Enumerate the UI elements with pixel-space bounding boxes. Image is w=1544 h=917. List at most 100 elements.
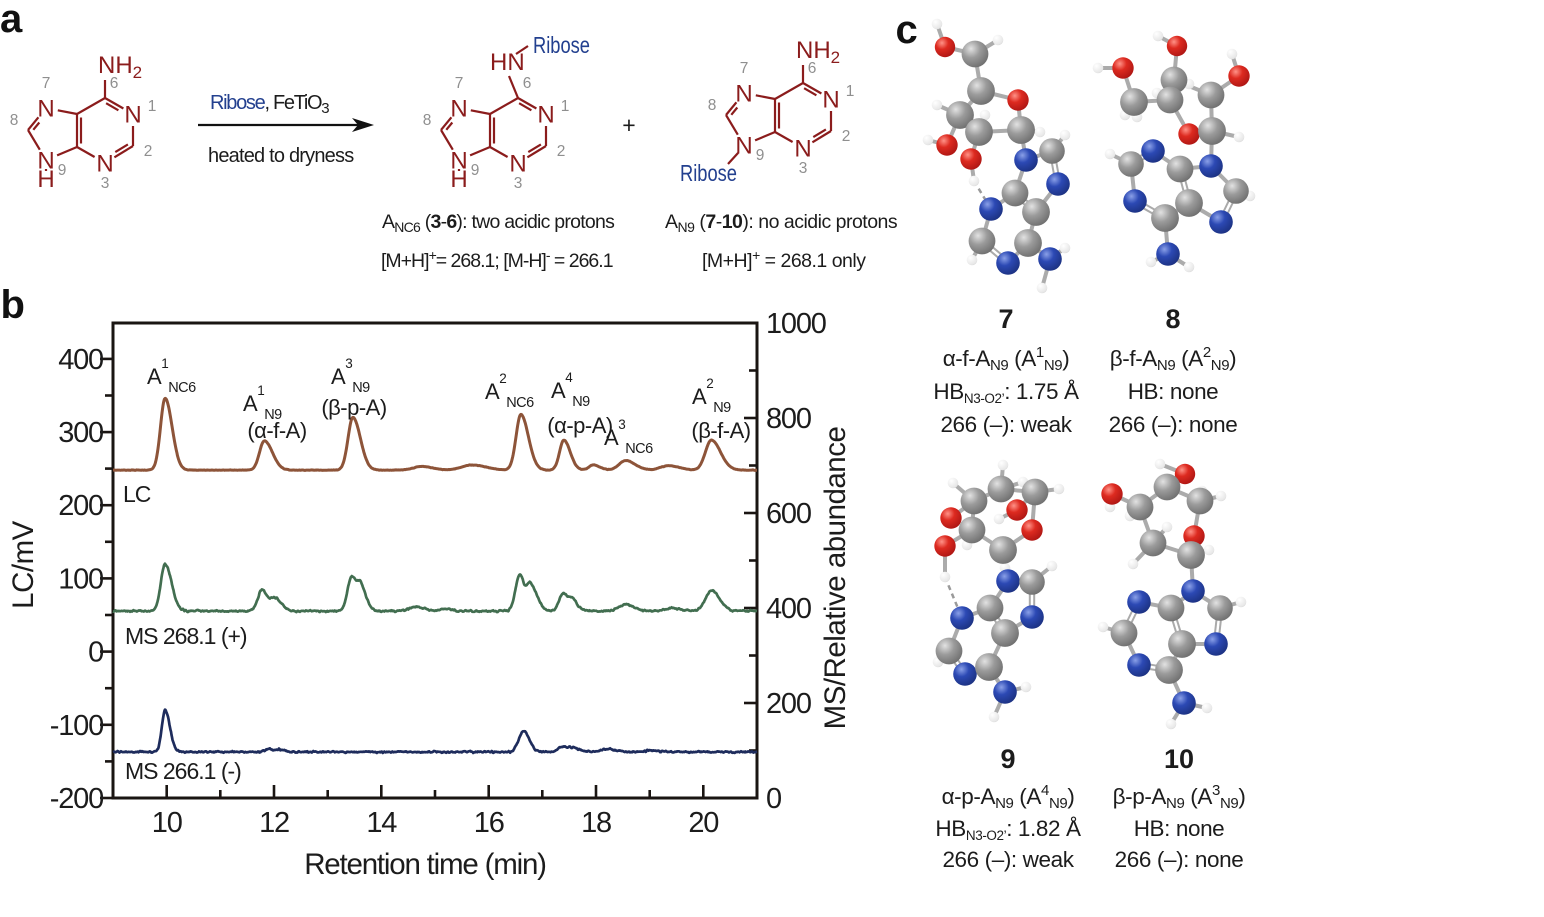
svg-text:c: c [896,8,918,52]
svg-text:-200: -200 [50,783,103,815]
svg-text:-100: -100 [50,710,103,742]
svg-text:HB: none: HB: none [1128,379,1219,404]
svg-text:N: N [37,148,54,175]
svg-text:16: 16 [474,807,504,839]
svg-text:1: 1 [148,98,157,115]
svg-text:N: N [735,81,752,108]
svg-text:a: a [0,0,23,41]
svg-text:NH2: NH2 [796,37,840,67]
svg-text:N: N [537,102,554,129]
svg-text:266 (–): none: 266 (–): none [1115,847,1244,872]
svg-text:Ribose, FeTiO3: Ribose, FeTiO3 [210,92,329,117]
svg-text:A1N9: A1N9 [243,383,282,423]
svg-text:6: 6 [110,75,119,92]
svg-text:9: 9 [58,162,67,179]
svg-text:(α-f-A): (α-f-A) [247,418,306,443]
svg-text:heated to dryness: heated to dryness [208,145,354,167]
svg-text:(β-p-A): (β-p-A) [321,395,386,420]
svg-text:6: 6 [808,60,817,77]
svg-text:266 (–): none: 266 (–): none [1109,412,1238,437]
svg-text:MS 266.1 (-): MS 266.1 (-) [125,758,241,784]
svg-text:266 (–): weak: 266 (–): weak [942,847,1074,872]
svg-text:N: N [96,151,113,178]
svg-text:7: 7 [998,304,1013,334]
svg-text:9: 9 [471,162,480,179]
svg-text:266 (–): weak: 266 (–): weak [940,412,1072,437]
svg-text:[M+H]+= 268.1; [M-H]- = 266.1: [M+H]+= 268.1; [M-H]- = 266.1 [381,247,613,272]
svg-text:14: 14 [366,807,397,839]
svg-text:200: 200 [766,688,811,720]
svg-text:2: 2 [144,143,153,160]
svg-text:N: N [450,96,467,123]
svg-text:600: 600 [766,498,811,530]
svg-text:8: 8 [423,112,432,129]
svg-text:ANC6 (3-6): two acidic protons: ANC6 (3-6): two acidic protons [382,211,615,235]
svg-text:N: N [124,102,141,129]
svg-text:10: 10 [152,807,182,839]
svg-text:LC/mV: LC/mV [7,520,40,608]
svg-text:300: 300 [58,417,103,449]
svg-text:3: 3 [101,175,110,192]
svg-text:α-p-AN9 (A4N9): α-p-AN9 (A4N9) [942,782,1075,812]
svg-text:0: 0 [766,783,781,815]
svg-text:9: 9 [1000,744,1015,774]
svg-text:HB: none: HB: none [1134,816,1225,841]
svg-text:100: 100 [58,563,103,595]
svg-text:N: N [509,151,526,178]
svg-text:12: 12 [259,807,289,839]
svg-text:Ribose: Ribose [533,32,590,58]
svg-text:400: 400 [766,593,811,625]
svg-text:LC: LC [123,481,151,507]
svg-text:A4N9: A4N9 [551,370,590,410]
svg-text:2: 2 [557,143,566,160]
svg-text:8: 8 [708,97,717,114]
svg-text:A1NC6: A1NC6 [147,356,196,396]
svg-text:2: 2 [842,128,851,145]
svg-text:20: 20 [688,807,718,839]
svg-text:1: 1 [846,83,855,100]
svg-text:400: 400 [58,344,103,376]
svg-text:β-p-AN9 (A3N9): β-p-AN9 (A3N9) [1113,782,1246,812]
svg-text:HBN3-O2’: 1.75 Å: HBN3-O2’: 1.75 Å [933,379,1079,406]
svg-text:N: N [735,133,752,160]
svg-text:HN: HN [490,49,525,76]
svg-text:8: 8 [1165,304,1180,334]
svg-text:7: 7 [455,75,464,92]
svg-text:N: N [794,136,811,163]
svg-text:1000: 1000 [766,308,826,340]
svg-text:A2N9: A2N9 [692,376,731,416]
svg-text:6: 6 [523,75,532,92]
svg-text:b: b [1,283,25,327]
svg-text:A3N9: A3N9 [331,356,370,396]
svg-text:9: 9 [756,147,765,164]
svg-text:+: + [622,112,635,138]
svg-text:0: 0 [88,637,103,669]
svg-text:N: N [822,87,839,114]
svg-text:MS/Relative abundance: MS/Relative abundance [819,427,852,730]
svg-text:MS 268.1 (+): MS 268.1 (+) [125,623,247,649]
svg-text:18: 18 [581,807,611,839]
svg-text:A2NC6: A2NC6 [485,371,534,411]
svg-text:7: 7 [740,60,749,77]
svg-text:200: 200 [58,490,103,522]
svg-text:1: 1 [561,98,570,115]
svg-text:N: N [450,148,467,175]
svg-text:Retention time (min): Retention time (min) [304,848,546,881]
svg-text:AN9 (7-10): no acidic protons: AN9 (7-10): no acidic protons [665,211,898,235]
svg-text:(β-f-A): (β-f-A) [691,418,750,443]
svg-text:3: 3 [514,175,523,192]
svg-text:N: N [37,96,54,123]
svg-text:3: 3 [799,160,808,177]
svg-text:β-f-AN9 (A2N9): β-f-AN9 (A2N9) [1110,344,1237,374]
svg-text:800: 800 [766,403,811,435]
svg-text:[M+H]+ = 268.1 only: [M+H]+ = 268.1 only [702,247,866,272]
svg-text:Ribose: Ribose [680,160,737,186]
svg-text:8: 8 [10,112,19,129]
svg-text:(α-p-A): (α-p-A) [547,413,612,438]
svg-text:7: 7 [42,75,51,92]
svg-text:H: H [37,166,54,193]
svg-text:NH2: NH2 [98,52,142,82]
svg-text:HBN3-O2’: 1.82 Å: HBN3-O2’: 1.82 Å [935,816,1081,843]
svg-text:H: H [450,166,467,193]
svg-text:10: 10 [1164,744,1194,774]
